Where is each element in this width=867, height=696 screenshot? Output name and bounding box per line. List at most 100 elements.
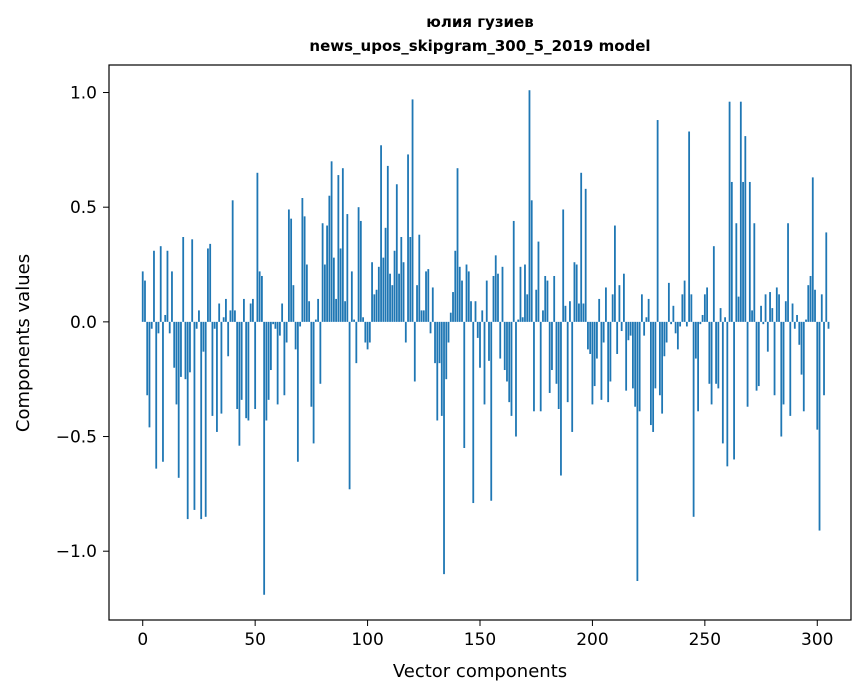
bar-121	[413, 321, 416, 382]
bar-265	[737, 296, 740, 322]
x-tick-label: 200	[576, 630, 608, 650]
bar-75	[310, 321, 313, 407]
bar-8	[159, 246, 162, 322]
bar-270	[748, 181, 751, 322]
bar-135	[445, 321, 448, 380]
bar-3	[148, 321, 151, 428]
bar-218	[632, 321, 634, 389]
bar-148	[474, 301, 477, 322]
bar-90	[344, 301, 346, 322]
bar-28	[204, 321, 207, 517]
bar-211	[616, 321, 619, 354]
bar-116	[402, 262, 405, 322]
bar-267	[742, 181, 744, 322]
bar-40	[231, 200, 234, 322]
bar-139	[454, 250, 457, 322]
bar-122	[416, 285, 418, 322]
bar-45	[243, 298, 245, 322]
bar-72	[303, 216, 306, 322]
bar-24	[195, 321, 198, 329]
bar-10	[164, 314, 167, 322]
y-tick-label: −0.5	[56, 428, 97, 448]
bar-87	[337, 175, 340, 322]
bar-140	[456, 168, 459, 322]
bar-263	[733, 321, 735, 460]
bar-97	[359, 220, 362, 322]
bar-199	[589, 321, 592, 354]
bar-213	[620, 321, 623, 332]
bar-32	[213, 321, 216, 329]
bar-291	[796, 314, 798, 322]
bar-247	[697, 321, 699, 412]
bar-74	[308, 301, 311, 322]
bar-275	[760, 305, 762, 322]
bar-237	[674, 321, 677, 334]
bar-226	[649, 321, 652, 426]
bar-184	[555, 321, 558, 384]
bar-200	[591, 321, 594, 405]
bar-175	[535, 289, 538, 322]
bar-118	[407, 154, 409, 322]
bar-160	[501, 266, 504, 322]
bar-120	[411, 99, 414, 322]
bar-197	[584, 188, 587, 322]
bar-252	[708, 321, 711, 384]
bar-238	[676, 321, 679, 350]
bar-109	[386, 165, 389, 322]
bar-81	[323, 264, 326, 322]
bar-285	[782, 321, 785, 405]
bar-261	[728, 101, 731, 322]
bar-280	[771, 308, 774, 322]
bar-54	[263, 321, 266, 595]
bar-287	[787, 223, 789, 322]
bar-18	[182, 237, 185, 322]
bar-264	[735, 223, 738, 322]
bar-19	[184, 321, 187, 380]
bar-96	[357, 207, 360, 322]
bar-292	[798, 321, 801, 345]
bar-274	[757, 321, 760, 387]
bar-298	[811, 177, 814, 322]
bar-284	[780, 321, 783, 437]
bar-33	[216, 321, 218, 432]
bar-145	[467, 271, 470, 322]
bar-0	[141, 271, 144, 322]
bar-245	[692, 321, 695, 517]
bar-92	[348, 321, 351, 490]
bar-126	[425, 271, 427, 322]
bar-262	[730, 181, 733, 322]
bar-11	[166, 250, 169, 322]
bar-253	[710, 321, 713, 405]
bar-147	[472, 321, 475, 504]
bar-142	[461, 280, 463, 322]
bar-189	[566, 321, 569, 403]
bar-254	[712, 246, 715, 322]
bar-141	[458, 266, 461, 322]
bar-35	[220, 321, 223, 414]
bar-16	[177, 321, 180, 478]
bar-129	[431, 287, 434, 322]
bar-282	[775, 287, 778, 322]
bar-214	[623, 273, 625, 322]
bar-286	[784, 301, 787, 322]
bar-161	[503, 321, 506, 371]
bar-158	[497, 273, 499, 322]
bar-249	[701, 314, 704, 322]
bar-239	[679, 321, 682, 327]
bar-133	[440, 321, 443, 416]
x-tick-label: 250	[689, 630, 721, 650]
bar-84	[330, 161, 333, 322]
x-tick-label: 0	[137, 630, 148, 650]
bar-299	[814, 289, 816, 322]
bar-22	[191, 239, 194, 322]
bar-34	[218, 303, 221, 322]
bar-248	[699, 321, 702, 325]
bar-29	[207, 248, 209, 322]
bar-2	[146, 321, 149, 396]
bar-1	[144, 280, 146, 322]
bar-174	[533, 321, 535, 412]
bar-227	[652, 321, 655, 432]
bar-86	[335, 298, 337, 322]
bar-293	[800, 321, 803, 375]
bar-106	[380, 145, 382, 322]
